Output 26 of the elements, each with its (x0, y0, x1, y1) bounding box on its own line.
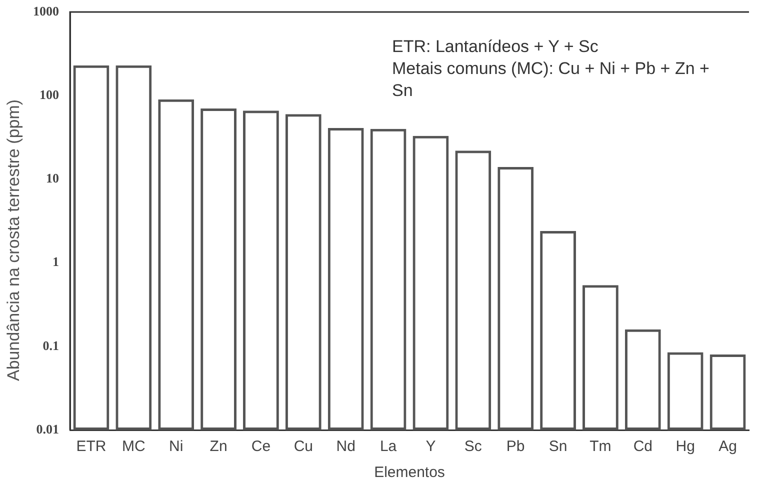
x-tick-label: Nd (336, 438, 356, 456)
annotation: Metais comuns (MC): Cu + Ni + Pb + Zn + Sn (392, 58, 710, 102)
x-tick-label: MC (122, 438, 146, 456)
x-tick-label: Ce (251, 438, 271, 456)
x-tick-label: Ni (169, 438, 184, 456)
x-tick-label: Pb (506, 438, 525, 456)
x-tick-label: ETR (76, 438, 106, 456)
y-tick-label: 1000 (33, 3, 59, 18)
x-tick-label: Hg (676, 438, 695, 456)
y-tick-label: 10 (46, 170, 59, 186)
x-axis-title: Elementos (374, 464, 445, 482)
y-tick-label: 0.1 (42, 338, 59, 353)
x-tick-label: Tm (590, 438, 612, 456)
x-tick-label: Sn (548, 438, 568, 456)
x-tick-label: Cd (633, 438, 652, 456)
x-tick-label: Ag (718, 438, 737, 456)
x-tick-label: Cu (294, 438, 313, 456)
y-tick-label: 0.01 (36, 421, 59, 436)
x-tick-label: Sc (464, 438, 482, 456)
x-tick-label: La (380, 438, 398, 456)
y-axis-title: Abundância na crosta terrestre (ppm) (4, 99, 23, 381)
y-tick-label: 100 (40, 86, 59, 102)
x-tick-label: Y (426, 438, 436, 456)
y-tick-label: 1 (52, 254, 59, 270)
x-tick-label: Zn (210, 438, 228, 456)
annotation: ETR: Lantanídeos + Y + Sc (392, 36, 600, 58)
